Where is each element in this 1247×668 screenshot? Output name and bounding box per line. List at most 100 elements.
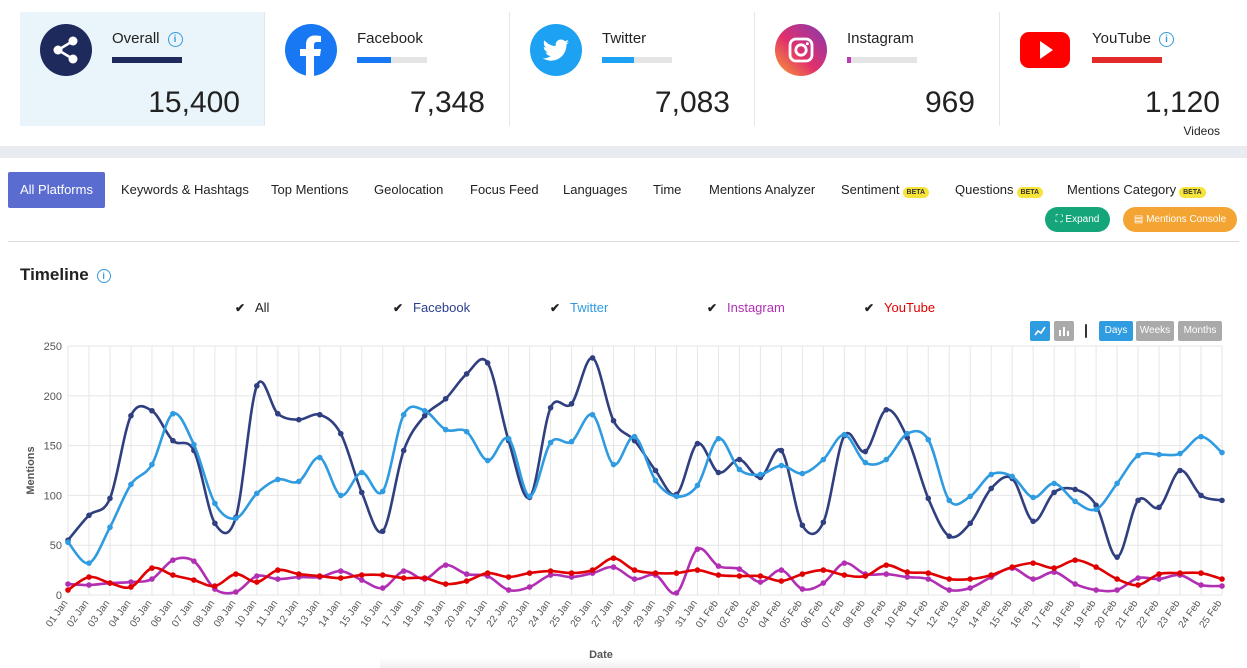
data-point-twitter [904, 430, 911, 437]
data-point-youtube [1093, 564, 1099, 570]
expand-label: Expand [1065, 214, 1100, 225]
data-point-instagram [275, 576, 281, 582]
stat-cards: Overall i 15,400 Facebook 7,348 Twitter 7… [20, 12, 1247, 138]
tab-mentions-analyzer[interactable]: Mentions Analyzer [709, 182, 816, 197]
card-value: 7,083 [654, 86, 730, 119]
data-point-twitter [170, 410, 176, 417]
info-icon[interactable]: i [1158, 32, 1174, 47]
data-point-youtube [967, 576, 974, 582]
data-point-twitter [1072, 498, 1078, 505]
checkbox-icon[interactable]: ✔ [550, 301, 561, 315]
card-value: 1,120 [1144, 86, 1220, 119]
data-point-youtube [1072, 557, 1078, 563]
timeline-title: Timeline i [20, 265, 111, 285]
data-point-youtube [170, 572, 176, 578]
legend-instagram[interactable]: ✔ Instagram [707, 300, 785, 315]
tab-languages[interactable]: Languages [563, 182, 628, 197]
card-overall[interactable]: Overall i 15,400 [20, 12, 265, 126]
data-point-youtube [1051, 565, 1057, 571]
range-days-button[interactable]: Days [1099, 321, 1133, 341]
data-point-twitter [526, 493, 533, 500]
data-point-twitter [799, 470, 806, 477]
data-point-youtube [1114, 576, 1120, 582]
data-point-twitter [484, 457, 491, 464]
range-months-button[interactable]: Months [1178, 321, 1222, 341]
series-line-twitter [66, 405, 1223, 565]
tab-questions[interactable]: Questions BETA [955, 172, 1044, 208]
bar-chart-icon[interactable] [1054, 321, 1074, 341]
legend-facebook[interactable]: ✔ Facebook [393, 300, 470, 315]
data-point-youtube [316, 573, 323, 579]
card-facebook[interactable]: Facebook 7,348 [265, 12, 510, 126]
data-point-twitter [820, 456, 827, 463]
tab-geolocation[interactable]: Geolocation [374, 182, 444, 197]
data-point-facebook [275, 410, 281, 417]
checkbox-icon[interactable]: ✔ [707, 301, 718, 315]
data-point-youtube [421, 575, 428, 581]
data-point-youtube [841, 572, 848, 578]
data-point-twitter [757, 471, 764, 478]
data-point-twitter [275, 476, 281, 483]
data-point-youtube [799, 571, 806, 577]
tab-mentions-category[interactable]: Mentions Category BETA [1067, 172, 1206, 208]
card-progress-bar [357, 57, 427, 63]
data-point-facebook [568, 400, 575, 407]
data-point-instagram [463, 571, 470, 577]
checkbox-icon[interactable]: ✔ [235, 301, 246, 315]
card-instagram[interactable]: Instagram 969 [755, 12, 1000, 126]
tab-all-platforms[interactable]: All Platforms [8, 172, 105, 208]
data-point-instagram [400, 568, 407, 574]
tab-top-mentions[interactable]: Top Mentions [271, 182, 349, 197]
data-point-youtube [883, 562, 890, 568]
data-point-facebook [1135, 497, 1141, 504]
data-point-facebook [421, 412, 428, 419]
data-point-youtube [925, 570, 932, 576]
info-icon[interactable]: i [96, 269, 111, 283]
data-point-instagram [233, 589, 239, 595]
data-point-twitter [149, 461, 155, 468]
data-point-twitter [400, 411, 407, 418]
card-twitter[interactable]: Twitter 7,083 [510, 12, 755, 126]
tab-label: Questions [955, 182, 1014, 197]
expand-button[interactable]: ⛶ Expand [1045, 207, 1110, 232]
data-point-instagram [568, 574, 575, 580]
data-point-youtube [296, 571, 302, 577]
data-point-twitter [86, 560, 92, 566]
data-point-facebook [925, 495, 932, 502]
data-point-instagram [883, 571, 890, 577]
data-point-facebook [1093, 502, 1099, 509]
data-point-youtube [337, 575, 344, 581]
data-point-youtube [463, 578, 470, 584]
mentions-console-button[interactable]: ▤ Mentions Console [1123, 207, 1237, 232]
data-point-facebook [337, 430, 344, 437]
checkbox-icon[interactable]: ✔ [393, 301, 404, 315]
data-point-facebook [1219, 497, 1225, 504]
data-point-twitter [547, 439, 554, 446]
data-point-twitter [1135, 452, 1141, 459]
y-tick-label: 50 [50, 540, 62, 552]
data-point-twitter [946, 497, 953, 504]
data-point-youtube [778, 578, 785, 584]
range-weeks-button[interactable]: Weeks [1136, 321, 1174, 341]
data-point-instagram [1219, 583, 1225, 589]
tab-sentiment[interactable]: Sentiment BETA [841, 172, 930, 208]
legend-twitter[interactable]: ✔ Twitter [550, 300, 608, 315]
info-icon[interactable]: i [167, 32, 183, 47]
data-point-instagram [170, 557, 176, 563]
data-point-youtube [820, 567, 827, 573]
data-point-twitter [191, 441, 197, 448]
data-point-youtube [631, 567, 638, 573]
tab-focus-feed[interactable]: Focus Feed [470, 182, 539, 197]
tab-keywords-hashtags[interactable]: Keywords & Hashtags [121, 182, 249, 197]
legend-youtube[interactable]: ✔ YouTube [864, 300, 935, 315]
timeline-title-text: Timeline [20, 265, 89, 284]
data-point-facebook [442, 395, 449, 402]
line-chart-icon[interactable] [1030, 321, 1050, 341]
legend-all[interactable]: ✔ All [235, 300, 269, 315]
data-point-youtube [736, 573, 743, 579]
tab-time[interactable]: Time [653, 182, 682, 197]
data-point-facebook [1072, 486, 1078, 493]
data-point-youtube [233, 571, 239, 577]
card-youtube[interactable]: YouTube i 1,120 Videos [1000, 12, 1244, 138]
checkbox-icon[interactable]: ✔ [864, 301, 875, 315]
